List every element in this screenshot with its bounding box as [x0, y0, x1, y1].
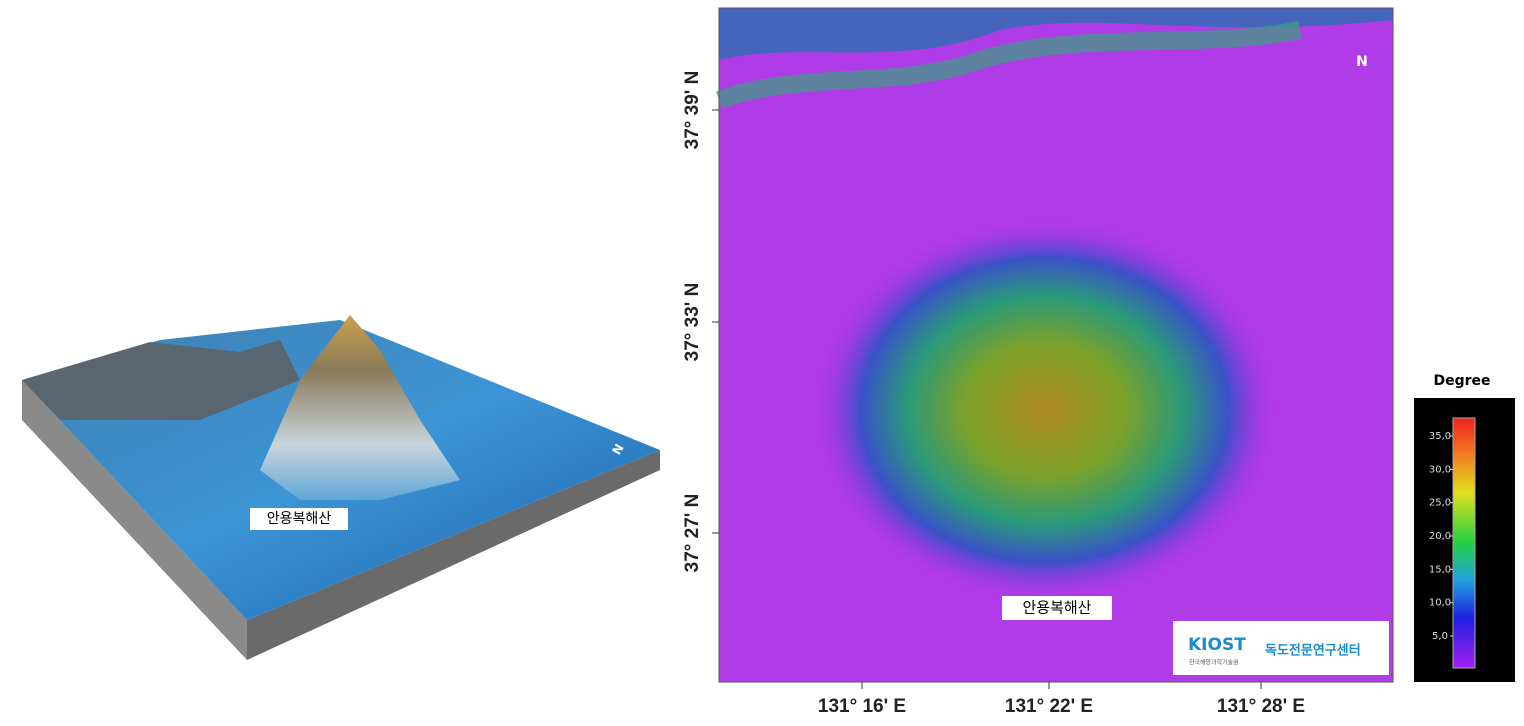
terrain-3d: 안용복해산 N — [22, 315, 660, 660]
lat-label: 37° 33' N — [682, 283, 703, 362]
lat-label: 37° 27' N — [682, 494, 703, 573]
seamount-label: 안용복해산 — [267, 511, 332, 527]
seamount-label: 안용복해산 — [1022, 599, 1091, 617]
label-box — [250, 508, 348, 530]
label-box — [1002, 596, 1112, 620]
colorbar-tick-label: 35,0 — [1429, 431, 1451, 442]
colorbar-title: Degree — [1433, 373, 1490, 389]
logo: KIOST 한국해양과학기술원 독도전문연구센터 — [1173, 621, 1389, 675]
lon-label: 131° 22' E — [1005, 696, 1093, 717]
logo-name: KIOST — [1188, 635, 1246, 655]
colorbar-tick-label: 20,0 — [1429, 531, 1451, 542]
colorbar-tick-label: 25,0 — [1429, 498, 1451, 509]
logo-subtitle: 한국해양과학기술원 — [1189, 659, 1239, 667]
colorbar: Degree — [1414, 373, 1515, 682]
slope-map: N 안용복해산 KIOST 한국해양과학기술원 독도전문연구센터 — [715, 7, 1394, 683]
colorbar-tick-label: 30,0 — [1429, 464, 1451, 475]
lon-label: 131° 28' E — [1217, 696, 1305, 717]
north-arrow: N — [1356, 54, 1368, 70]
logo-center: 독도전문연구센터 — [1265, 643, 1361, 659]
colorbar-tick-label: 5,0 — [1432, 631, 1448, 642]
lat-label: 37° 39' N — [682, 71, 703, 150]
colorbar-tick-label: 10,0 — [1429, 598, 1451, 609]
lon-label: 131° 16' E — [818, 696, 906, 717]
colorbar-tick-label: 15,0 — [1429, 564, 1451, 575]
